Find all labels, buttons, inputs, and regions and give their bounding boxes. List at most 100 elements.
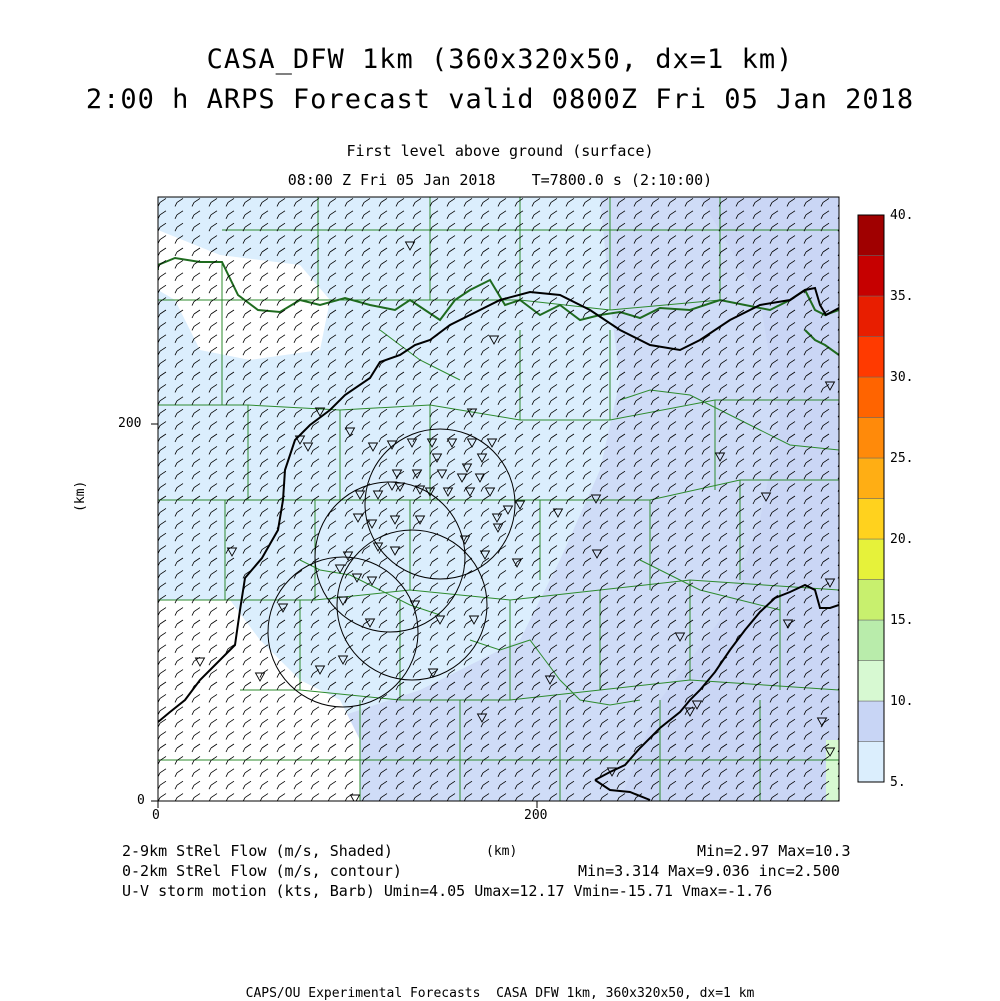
storm-triangle (491, 513, 503, 523)
contour-north (158, 286, 839, 723)
storm-triangle (427, 668, 439, 678)
storm-triangle (492, 523, 504, 533)
shading-white-south (158, 600, 360, 801)
colorbar-frame (857, 214, 885, 783)
storm-triangle (411, 469, 423, 479)
legend-contour-stats: Min=3.314 Max=9.036 inc=2.500 (578, 862, 840, 880)
axis-ticks (151, 423, 538, 808)
storm-triangle (366, 576, 378, 586)
x-tick-200: 200 (524, 808, 548, 823)
storm-triangle (337, 655, 349, 665)
storm-triangle (468, 615, 480, 625)
storm-triangle (824, 381, 836, 391)
storm-triangle (302, 442, 314, 452)
storm-triangle (434, 615, 446, 625)
storm-triangle (277, 603, 289, 613)
colorbar-box (857, 700, 885, 742)
legend-barb-stats: U-V storm motion (kts, Barb) Umin=4.05 U… (122, 882, 773, 900)
storm-triangle (344, 427, 356, 437)
colorbar-box (857, 336, 885, 378)
storm-triangle (824, 747, 836, 757)
x-tick-0: 0 (152, 808, 160, 823)
storm-triangle (334, 564, 346, 574)
footer-credit: CAPS/OU Experimental Forecasts CASA DFW … (245, 986, 755, 1001)
storm-triangle (414, 485, 426, 495)
title-line-1: CASA_DFW 1km (360x320x50, dx=1 km) (206, 44, 794, 75)
colorbar-label-25: 25. (890, 451, 914, 466)
valid-time-label: 08:00 Z Fri 05 Jan 2018 T=7800.0 s (2:10… (287, 171, 713, 189)
county-line (469, 639, 641, 706)
storm-triangle (354, 490, 366, 500)
colorbar-label-20: 20. (890, 532, 914, 547)
storm-triangle (456, 473, 468, 483)
storm-triangle (544, 675, 556, 685)
legend-shaded-label: 2-9km StRel Flow (m/s, Shaded) (122, 842, 393, 860)
storm-triangle (349, 794, 361, 801)
storm-triangle (372, 542, 384, 552)
storm-triangle (314, 665, 326, 675)
storm-triangle (782, 619, 794, 629)
storm-triangle (486, 438, 498, 448)
storm-triangle (476, 713, 488, 723)
shading-lavender-dark (620, 197, 839, 801)
colorbar-box (857, 579, 885, 621)
storm-triangle (406, 438, 418, 448)
storm-triangle (426, 438, 438, 448)
storm-markers (194, 241, 836, 801)
state-boundary (158, 256, 839, 322)
colorbar-label-15: 15. (890, 613, 914, 628)
level-label: First level above ground (surface) (346, 142, 654, 160)
colorbar-boxes (857, 214, 885, 783)
storm-triangle (404, 241, 416, 251)
storm-triangle (502, 505, 514, 515)
storm-triangle (366, 519, 378, 529)
county-line (240, 679, 839, 701)
colorbar-label-40: 40. (890, 208, 914, 223)
storm-triangle (591, 549, 603, 559)
storm-triangle (389, 515, 401, 525)
storm-triangle (488, 335, 500, 345)
state-boundary-east (804, 329, 839, 356)
storm-triangle (364, 618, 376, 628)
colorbar-box (857, 214, 885, 256)
storm-triangle (479, 550, 491, 560)
storm-triangle (254, 672, 266, 682)
county-line (158, 299, 721, 311)
storm-triangle (474, 473, 486, 483)
storm-triangle (684, 707, 696, 717)
storm-triangle (436, 469, 448, 479)
storm-triangle (367, 442, 379, 452)
storm-triangle (389, 546, 401, 556)
wind-barbs (158, 198, 839, 801)
storm-triangle (431, 453, 443, 463)
colorbar-box (857, 295, 885, 337)
storm-triangle (226, 547, 238, 557)
storm-triangle (824, 578, 836, 588)
storm-triangle (391, 469, 403, 479)
county-line (619, 389, 839, 451)
colorbar-label-10: 10. (890, 694, 914, 709)
storm-triangle (337, 596, 349, 606)
storm-triangle (372, 490, 384, 500)
storm-triangle (466, 408, 478, 418)
colorbar-label-30: 30. (890, 370, 914, 385)
colorbar-box (857, 498, 885, 540)
colorbar-label-5: 5. (890, 775, 906, 790)
wind-barb-field (158, 198, 839, 801)
storm-triangle (414, 515, 426, 525)
colorbar-box (857, 619, 885, 661)
storm-triangle (714, 452, 726, 462)
storm-triangle (552, 508, 564, 518)
colorbar-box (857, 538, 885, 580)
radar-range-rings (267, 428, 516, 708)
colorbar-box (857, 417, 885, 459)
legend-shaded-stats: Min=2.97 Max=10.3 (697, 842, 851, 860)
colorbar-box (857, 457, 885, 499)
y-tick-0: 0 (137, 793, 145, 808)
colorbar-box (857, 741, 885, 783)
contour-south (594, 583, 839, 781)
storm-triangle (816, 717, 828, 727)
plot-frame (157, 196, 840, 802)
